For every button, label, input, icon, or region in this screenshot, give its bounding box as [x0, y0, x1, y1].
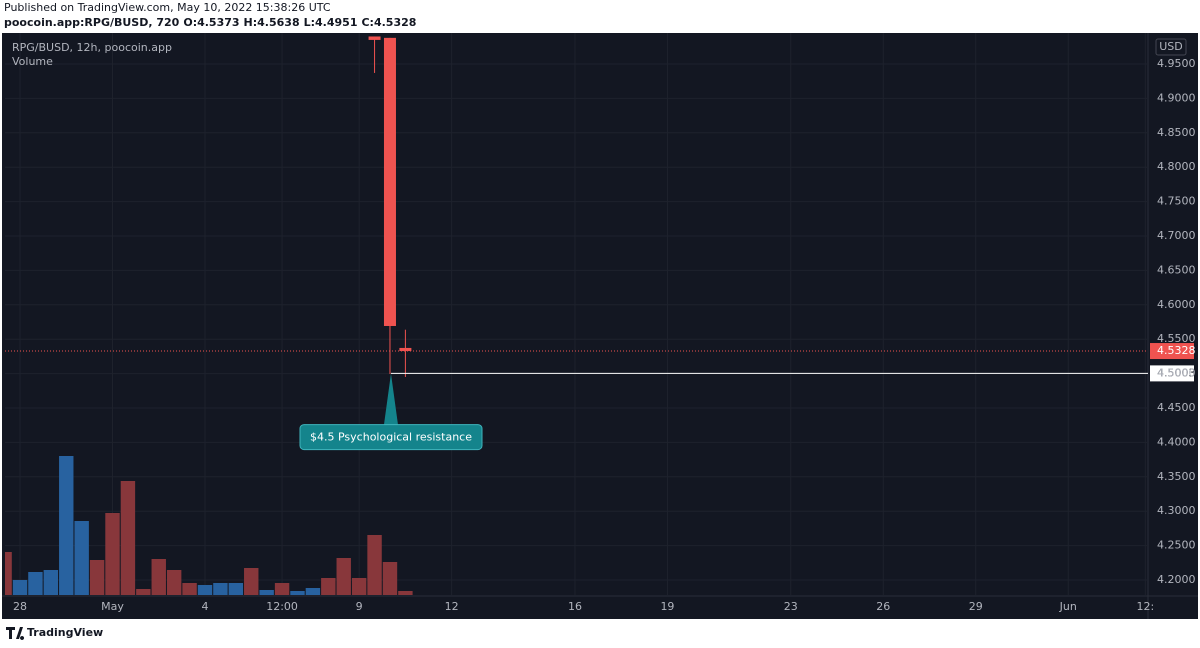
horizontal-line-badge: [1150, 365, 1194, 382]
y-tick-label: 4.7500: [1157, 195, 1196, 208]
candle-body: [368, 36, 381, 40]
volume-bar: [166, 570, 182, 595]
last-price-badge: [1150, 343, 1194, 360]
x-tick-label: 12:: [1136, 600, 1154, 613]
x-tick-label: 16: [568, 600, 582, 613]
volume-bar: [197, 585, 213, 595]
x-tick-label: 29: [969, 600, 983, 613]
volume-bar: [274, 583, 290, 595]
ohlc-prefix: C:: [361, 16, 373, 29]
volume-bar: [28, 572, 43, 595]
y-tick-label: 4.6500: [1157, 263, 1196, 276]
brand-logo: [6, 627, 25, 640]
volume-bar: [182, 583, 197, 595]
x-tick-label: 26: [876, 600, 890, 613]
volume-bar: [244, 568, 259, 595]
y-tick-label: 4.6000: [1157, 298, 1196, 311]
published-note: Published on TradingView.com, May 10, 20…: [4, 1, 331, 14]
y-tick-label: 4.2000: [1157, 573, 1196, 586]
callout-arrow: [383, 373, 398, 425]
y-tick-label: 4.3000: [1157, 504, 1196, 517]
y-tick-label: 4.2500: [1157, 539, 1196, 552]
y-tick-label: 4.4000: [1157, 435, 1196, 448]
ohlc-value: 4.5638: [257, 16, 299, 29]
volume-bar: [12, 580, 28, 595]
ohlc-prefix: O:: [183, 16, 197, 29]
x-tick-label: 9: [356, 600, 363, 613]
candle-body: [383, 37, 396, 326]
y-tick-label: 4.4500: [1157, 401, 1196, 414]
volume-bar: [305, 588, 321, 595]
volume-bar: [213, 583, 228, 595]
volume-bar: [351, 578, 367, 595]
x-tick-label: 23: [784, 600, 798, 613]
y-tick-label: 4.9000: [1157, 91, 1196, 104]
volume-bar: [382, 562, 398, 595]
callout-box: [299, 424, 483, 451]
ohlc-prefix: H:: [244, 16, 258, 29]
x-tick-label: 12: [445, 600, 459, 613]
volume-bar: [336, 558, 351, 595]
currency: USD: [1159, 40, 1183, 53]
currency-badge[interactable]: [1155, 38, 1187, 56]
brand-name: TradingView: [27, 626, 103, 639]
candle-body: [399, 347, 412, 352]
volume-bar: [151, 559, 166, 595]
y-tick-label: 4.7000: [1157, 229, 1196, 242]
x-tick-label: 4: [201, 600, 208, 613]
symbol: poocoin.app:RPG/BUSD, 720: [4, 16, 180, 29]
volume-bar: [89, 560, 105, 595]
y-tick-label: 4.5500: [1157, 332, 1196, 345]
symbol-header: poocoin.app:RPG/BUSD, 720 O:4.5373 H:4.563…: [4, 16, 416, 29]
ohlc-value: 4.4951: [315, 16, 357, 29]
volume-bar: [105, 513, 120, 595]
x-tick-label: 28: [13, 600, 27, 613]
ohlc-value: 4.5328: [374, 16, 416, 29]
x-tick-label: Jun: [1059, 600, 1077, 613]
volume-bar: [259, 590, 274, 595]
volume-bar: [120, 481, 136, 595]
grid: [5, 33, 1148, 595]
legend-title: RPG/BUSD, 12h, poocoin.app: [12, 41, 172, 54]
y-tick-label: 4.5000: [1157, 367, 1196, 380]
volume-bar: [398, 591, 413, 595]
x-tick-label: 12:00: [266, 600, 298, 613]
callout-text: $4.5 Psychological resistance: [310, 431, 472, 444]
volume-bar: [43, 570, 59, 595]
volume-bar: [74, 521, 89, 595]
volume-bar: [228, 583, 244, 595]
volume-bar: [136, 589, 151, 595]
y-tick-label: 4.8000: [1157, 160, 1196, 173]
volume-bar: [5, 552, 12, 595]
volume-bar: [290, 591, 305, 595]
overlay: 4.5328 4.5003 $4.5 Psychological resistanc…: [5, 343, 1196, 451]
volume-bar: [59, 456, 74, 595]
y-tick-label: 4.3500: [1157, 470, 1196, 483]
volume-bar: [367, 535, 382, 595]
volume-bar: [321, 578, 336, 595]
volume-title: Volume: [12, 55, 53, 68]
ohlc: O:4.5373 H:4.5638 L:4.4951 C:4.5328: [183, 16, 416, 29]
horizontal-line-label: 4.5003: [1157, 366, 1196, 379]
ohlc-prefix: L:: [304, 16, 315, 29]
plot: [5, 36, 413, 595]
ohlc-value: 4.5373: [197, 16, 239, 29]
y-tick-label: 4.9500: [1157, 57, 1196, 70]
chart-background: [2, 33, 1198, 619]
x-tick-label: 19: [660, 600, 674, 613]
last-price-label: 4.5328: [1157, 344, 1196, 357]
x-tick-label: May: [101, 600, 124, 613]
y-tick-label: 4.8500: [1157, 126, 1196, 139]
brand: TradingView: [6, 626, 103, 640]
